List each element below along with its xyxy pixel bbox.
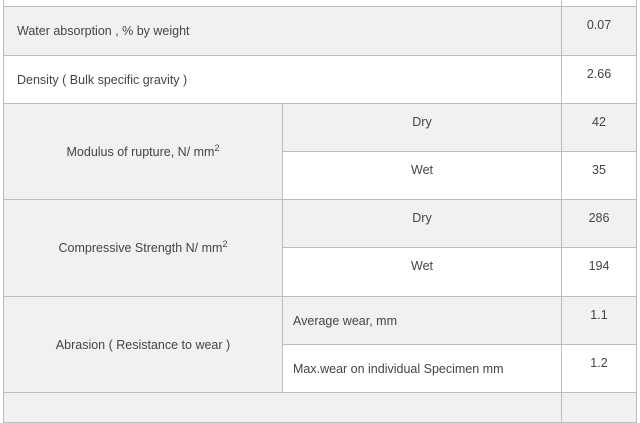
max-wear-value: 1.2 (561, 344, 637, 393)
compressive-strength-text: Compressive Strength N/ mm (58, 241, 223, 255)
compressive-wet-label: Wet (282, 247, 562, 297)
table-row-rupture-wet: Wet 35 (4, 151, 637, 200)
water-absorption-value: 0.07 (561, 6, 637, 56)
compressive-strength-label: Compressive Strength N/ mm2 (3, 199, 283, 297)
page: Water absorption , % by weight 0.07 Dens… (3, 0, 637, 423)
max-wear-label: Max.wear on individual Specimen mm (282, 344, 562, 393)
table-row-abrasion-average: Abrasion ( Resistance to wear ) Average … (3, 296, 637, 393)
water-absorption-label: Water absorption , % by weight (3, 6, 562, 56)
rupture-wet-value: 35 (561, 151, 637, 200)
rupture-dry-value: 42 (561, 103, 637, 152)
compressive-dry-label: Dry (282, 199, 562, 248)
average-wear-label: Average wear, mm (282, 296, 562, 345)
table-row-compressive-dry: Compressive Strength N/ mm2 Dry 286 (3, 199, 637, 297)
table-row-density: Density ( Bulk specific gravity ) 2.66 (3, 55, 637, 104)
table-row-bottom (3, 392, 637, 423)
density-value: 2.66 (561, 55, 637, 104)
table-cell (561, 392, 637, 423)
unit-exponent: 2 (214, 142, 220, 153)
table-row-water-absorption: Water absorption , % by weight 0.07 (3, 6, 637, 56)
table-row-abrasion-max: Max.wear on individual Specimen mm 1.2 (4, 344, 637, 393)
rupture-dry-label: Dry (282, 103, 562, 152)
unit-exponent: 2 (222, 238, 228, 249)
modulus-of-rupture-label: Modulus of rupture, N/ mm2 (3, 103, 283, 200)
table-row-compressive-wet: Wet 194 (4, 247, 637, 297)
average-wear-value: 1.1 (561, 296, 637, 345)
compressive-dry-value: 286 (561, 199, 637, 248)
table-row-rupture-dry: Modulus of rupture, N/ mm2 Dry 42 (3, 103, 637, 200)
compressive-wet-value: 194 (561, 247, 637, 297)
rupture-wet-label: Wet (282, 151, 562, 200)
modulus-of-rupture-text: Modulus of rupture, N/ mm (66, 144, 215, 159)
abrasion-label: Abrasion ( Resistance to wear ) (3, 296, 283, 393)
properties-table: Water absorption , % by weight 0.07 Dens… (3, 0, 637, 423)
table-cell (3, 392, 562, 423)
density-label: Density ( Bulk specific gravity ) (3, 55, 562, 104)
